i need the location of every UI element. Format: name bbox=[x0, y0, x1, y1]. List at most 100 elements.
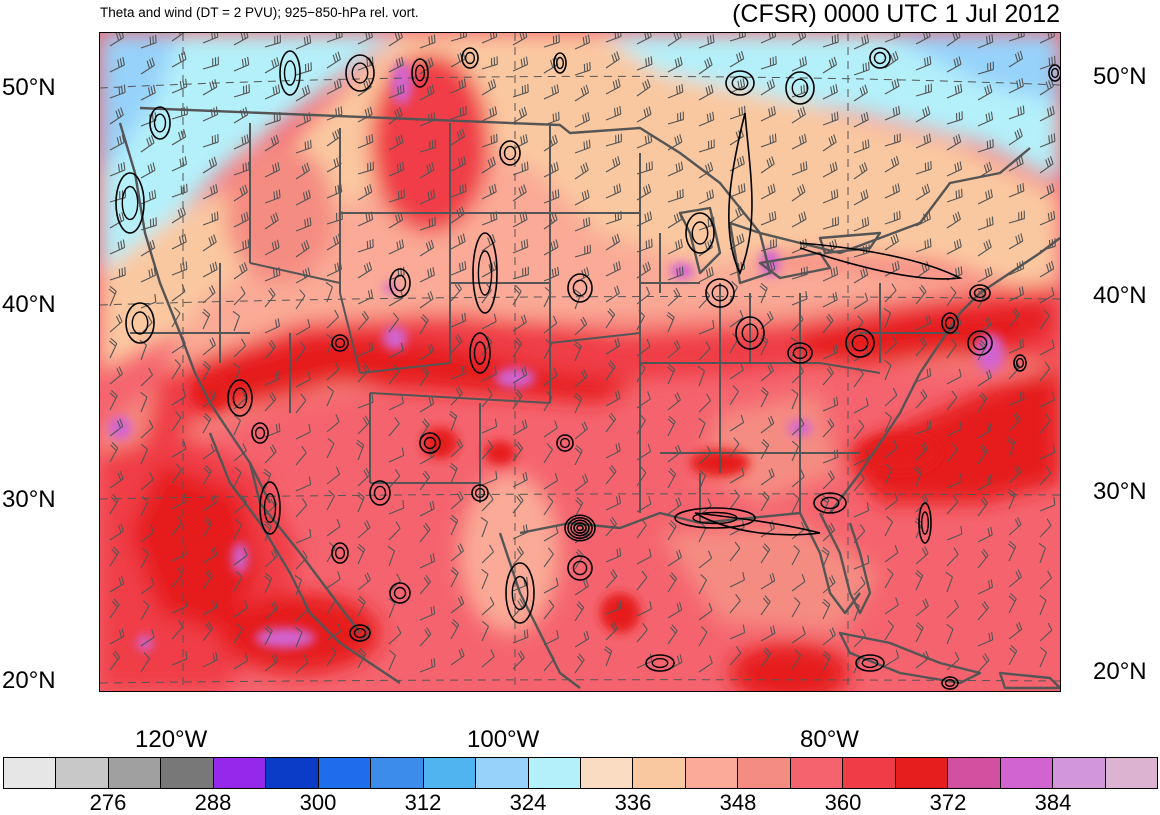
wind-barb-flag bbox=[885, 463, 893, 471]
wind-barb-shaft bbox=[233, 576, 243, 592]
wind-barb-flag bbox=[584, 473, 589, 482]
wind-barb-shaft bbox=[171, 574, 183, 588]
wind-barb-flag bbox=[981, 551, 987, 559]
wind-barb-flag bbox=[612, 621, 618, 629]
wind-barb-flag bbox=[860, 269, 864, 278]
wind-barb-flag bbox=[303, 37, 306, 46]
wind-barb-flag bbox=[362, 417, 368, 425]
wind-barb-shaft bbox=[326, 391, 335, 407]
wind-barb-shaft bbox=[171, 448, 187, 458]
wind-barb-flag bbox=[616, 285, 620, 294]
wind-barb bbox=[946, 421, 962, 437]
wind-barb-flag bbox=[273, 549, 278, 557]
wind-barb bbox=[543, 266, 560, 282]
wind-barb-flag bbox=[893, 157, 897, 166]
wind-barb-flag bbox=[154, 189, 157, 198]
wind-barb-shaft bbox=[636, 524, 647, 539]
wind-barb-flag bbox=[149, 524, 155, 533]
wind-barb-flag bbox=[644, 213, 647, 222]
wind-barb-flag bbox=[553, 212, 558, 221]
wind-barb-flag bbox=[216, 211, 219, 220]
wind-barb bbox=[388, 56, 404, 73]
wind-barb bbox=[326, 571, 341, 589]
wind-barb-flag bbox=[922, 441, 928, 449]
wind-barb-flag bbox=[1045, 466, 1052, 474]
wind-barb-shaft bbox=[698, 400, 711, 413]
wind-barb bbox=[140, 391, 148, 413]
wind-barb bbox=[233, 443, 247, 462]
wind-barb-flag bbox=[835, 344, 839, 353]
wind-barb-flag bbox=[763, 491, 770, 498]
colorbar-box bbox=[790, 758, 844, 788]
wind-barb-flag bbox=[111, 548, 118, 556]
wind-barb-flag bbox=[921, 547, 927, 556]
vorticity-contour bbox=[691, 221, 709, 245]
wind-barb-flag bbox=[396, 241, 399, 250]
wind-barb-shaft bbox=[698, 370, 705, 387]
wind-barb bbox=[791, 469, 805, 488]
wind-barb-flag bbox=[610, 412, 617, 420]
wind-barb-flag bbox=[791, 388, 799, 395]
wind-barb-flag bbox=[1048, 262, 1052, 271]
wind-barb bbox=[450, 312, 467, 328]
wind-barb-shaft bbox=[1039, 577, 1052, 590]
wind-barb-flag bbox=[556, 84, 560, 93]
wind-barb bbox=[729, 385, 739, 406]
wind-barb-flag bbox=[923, 33, 926, 40]
wind-barb-flag bbox=[209, 264, 213, 273]
wind-barb-flag bbox=[273, 191, 276, 200]
wind-barb-flag bbox=[335, 414, 340, 422]
wind-barb bbox=[419, 217, 436, 231]
plot-date-title: (CFSR) 0000 UTC 1 Jul 2012 bbox=[732, 0, 1060, 28]
wind-barb-flag bbox=[829, 629, 834, 637]
wind-barb-shaft bbox=[481, 656, 495, 668]
wind-barb bbox=[822, 313, 834, 334]
wind-barb-flag bbox=[464, 260, 467, 270]
wind-barb-flag bbox=[524, 211, 528, 220]
wind-barb bbox=[636, 56, 653, 71]
wind-barb-flag bbox=[525, 33, 528, 38]
wind-barb-shaft bbox=[1039, 504, 1056, 512]
wind-barb bbox=[233, 623, 243, 644]
wind-barb bbox=[760, 439, 770, 460]
wind-barb bbox=[946, 473, 963, 489]
wind-barb bbox=[1008, 155, 1024, 172]
wind-barb-flag bbox=[739, 79, 743, 88]
wind-barb bbox=[791, 211, 807, 228]
lat-label-20-right: 20°N bbox=[1093, 658, 1147, 685]
wind-barb-flag bbox=[526, 238, 529, 248]
wind-barb bbox=[140, 267, 157, 283]
wind-barb bbox=[915, 621, 924, 643]
wind-barb-flag bbox=[213, 156, 218, 165]
purple-spot bbox=[670, 263, 694, 279]
wind-barb-flag bbox=[989, 84, 993, 93]
wind-barb-flag bbox=[369, 184, 373, 193]
wind-barb-flag bbox=[921, 186, 926, 195]
wind-barb-flag bbox=[585, 84, 590, 93]
wind-barb bbox=[171, 78, 188, 94]
wind-barb-flag bbox=[272, 86, 275, 95]
wind-barb bbox=[915, 211, 931, 227]
wind-barb-flag bbox=[456, 492, 462, 501]
wind-barb bbox=[946, 368, 962, 385]
wind-barb bbox=[481, 183, 497, 200]
wind-barb-shaft bbox=[388, 423, 400, 437]
wind-barb-flag bbox=[852, 600, 860, 607]
wind-barb-flag bbox=[679, 654, 683, 663]
wind-barb-flag bbox=[120, 107, 124, 116]
wind-barb bbox=[448, 410, 458, 432]
wind-barb-flag bbox=[767, 264, 771, 273]
wind-barb bbox=[1008, 260, 1025, 276]
wind-barb-shaft bbox=[1039, 629, 1053, 642]
wind-barb bbox=[512, 134, 528, 150]
wind-barb-flag bbox=[668, 363, 676, 370]
wind-barb-flag bbox=[117, 472, 122, 481]
wind-barb bbox=[543, 239, 559, 256]
wind-barb-shaft bbox=[233, 450, 247, 462]
wind-barb bbox=[1039, 33, 1056, 44]
wind-barb-flag bbox=[335, 33, 338, 39]
wind-barb bbox=[264, 653, 279, 672]
wind-barb bbox=[698, 626, 708, 647]
wind-barb-flag bbox=[648, 239, 650, 248]
wind-barb-shaft bbox=[295, 579, 302, 596]
